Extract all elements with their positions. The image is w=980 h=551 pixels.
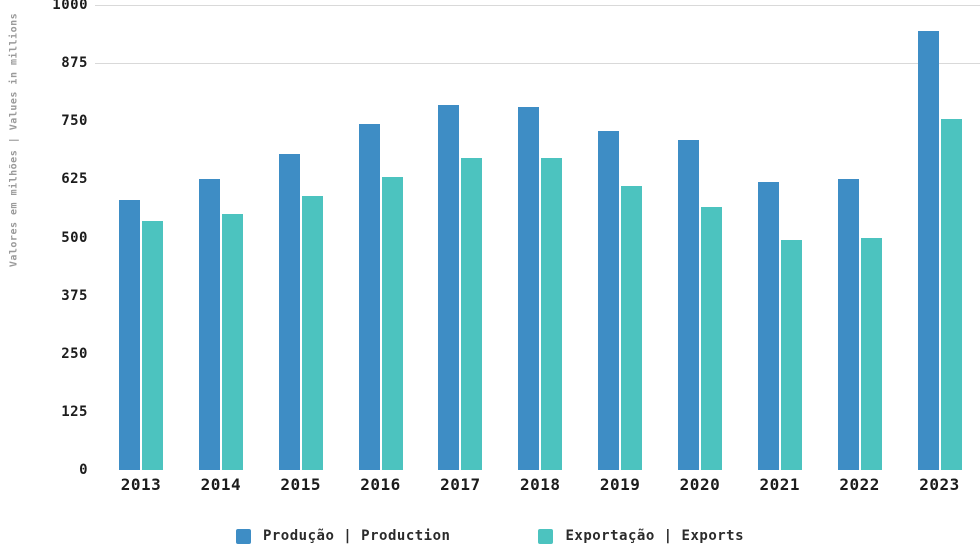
- y-tick-label: 375: [61, 287, 88, 304]
- bar-production-2014: [198, 179, 220, 470]
- x-tick-label: 2018: [519, 475, 561, 494]
- y-tick-label: 1000: [52, 0, 88, 13]
- x-tick-label: 2020: [679, 475, 721, 494]
- legend-item-production: Produção | Production: [235, 528, 451, 544]
- bar-exports-2017: [461, 158, 483, 470]
- y-tick-label: 750: [61, 113, 88, 130]
- bar-exports-2020: [700, 207, 722, 470]
- bar-exports-2019: [621, 186, 643, 470]
- y-tick-label: 0: [79, 462, 88, 478]
- y-tick-label: 125: [61, 403, 88, 420]
- y-tick-label: 875: [61, 55, 88, 72]
- x-tick-label: 2019: [599, 475, 641, 494]
- gridline-1000: [95, 5, 980, 6]
- x-tick-label: 2023: [919, 475, 960, 494]
- exports-swatch-icon: [538, 528, 554, 544]
- bar-production-2016: [358, 123, 380, 470]
- bar-production-2020: [677, 139, 699, 470]
- bar-exports-2023: [940, 118, 962, 470]
- bar-production-2018: [518, 107, 540, 470]
- bar-production-2017: [438, 104, 460, 470]
- bar-exports-2021: [780, 239, 802, 470]
- x-tick-label: 2016: [360, 475, 401, 494]
- bar-exports-2013: [142, 221, 163, 470]
- bar-exports-2018: [541, 158, 563, 470]
- bar-exports-2014: [221, 214, 243, 470]
- x-tick-label: 2013: [120, 475, 162, 494]
- legend-label-production: Produção | Production: [262, 528, 451, 544]
- bar-exports-2022: [860, 237, 882, 470]
- x-tick-label: 2014: [200, 475, 242, 494]
- production-swatch-icon: [235, 528, 251, 544]
- bar-exports-2015: [301, 195, 323, 470]
- legend-item-exports: Exportação | Exports: [538, 528, 744, 544]
- bar-production-2021: [757, 181, 779, 470]
- x-tick-label: 2021: [759, 475, 801, 494]
- x-tick-label: 2022: [839, 475, 880, 494]
- x-tick-label: 2015: [280, 475, 321, 494]
- y-tick-label: 625: [61, 171, 88, 188]
- x-tick-label: 2017: [440, 475, 481, 494]
- bar-exports-2016: [381, 177, 403, 470]
- legend-label-exports: Exportação | Exports: [565, 528, 745, 544]
- bar-production-2013: [119, 200, 140, 470]
- y-tick-label: 500: [61, 229, 88, 246]
- legend: Produção | Production Exportação | Expor…: [0, 528, 980, 544]
- bar-production-2019: [598, 130, 620, 470]
- bar-production-2015: [278, 153, 300, 470]
- bar-production-2022: [837, 179, 859, 470]
- gridline-875: [95, 63, 980, 65]
- bar-production-2023: [917, 30, 939, 470]
- y-tick-label: 250: [61, 345, 88, 362]
